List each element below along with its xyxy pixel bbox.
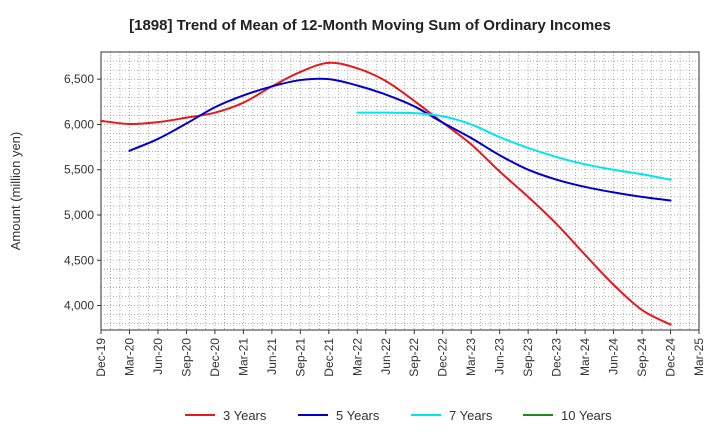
x-tick-label: Dec-21	[322, 338, 336, 377]
y-tick-label: 6,000	[64, 117, 94, 131]
series-line-5-years	[128, 77, 672, 202]
x-tick-label: Mar-22	[350, 338, 364, 376]
series-line-3-years	[100, 61, 672, 326]
y-tick-label: 5,000	[64, 208, 94, 222]
x-tick-label: Jun-22	[379, 338, 393, 375]
x-tick-label: Mar-20	[122, 338, 136, 376]
legend-label-5-years: 5 Years	[336, 408, 380, 423]
x-tick-label: Mar-23	[464, 338, 478, 376]
x-tick-label: Jun-21	[265, 338, 279, 375]
legend-label-10-years: 10 Years	[561, 408, 612, 423]
x-tick-label: Mar-24	[578, 338, 592, 376]
grid	[100, 51, 699, 330]
x-tick-label: Dec-23	[550, 338, 564, 377]
x-tick-label: Jun-24	[607, 338, 621, 375]
x-tick-label: Mar-21	[236, 338, 250, 376]
plot-area	[100, 51, 700, 331]
chart-title: [1898] Trend of Mean of 12-Month Moving …	[129, 17, 611, 34]
x-tick-label: Dec-22	[436, 338, 450, 377]
series-line-7-years	[356, 111, 672, 181]
legend-label-7-years: 7 Years	[449, 408, 493, 423]
y-tick-label: 6,500	[64, 72, 94, 86]
x-tick-label: Mar-25	[692, 338, 706, 376]
y-tick-label: 5,500	[64, 163, 94, 177]
x-tick-label: Dec-20	[208, 338, 222, 377]
x-tick-label: Jun-20	[151, 338, 165, 375]
x-tick-label: Sep-21	[293, 338, 307, 377]
y-tick-label: 4,000	[64, 299, 94, 313]
x-tick-label: Sep-24	[635, 338, 649, 377]
y-axis-title: Amount (million yen)	[8, 132, 23, 251]
x-tick-label: Dec-19	[94, 338, 108, 377]
y-axis: 4,000 4,500 5,000 5,500 6,000 6,500	[64, 72, 101, 313]
legend: 3 Years 5 Years 7 Years 10 Years	[185, 408, 612, 423]
legend-label-3-years: 3 Years	[223, 408, 267, 423]
series-layer	[100, 61, 672, 326]
x-tick-label: Jun-23	[493, 338, 507, 375]
x-tick-label: Sep-20	[179, 338, 193, 377]
y-tick-label: 4,500	[64, 253, 94, 267]
x-axis: Dec-19 Mar-20 Jun-20 Sep-20 Dec-20 Mar-21 Jun-…	[94, 330, 706, 377]
x-tick-label: Sep-22	[407, 338, 421, 377]
x-tick-label: Sep-23	[521, 338, 535, 377]
x-tick-label: Dec-24	[664, 338, 678, 377]
